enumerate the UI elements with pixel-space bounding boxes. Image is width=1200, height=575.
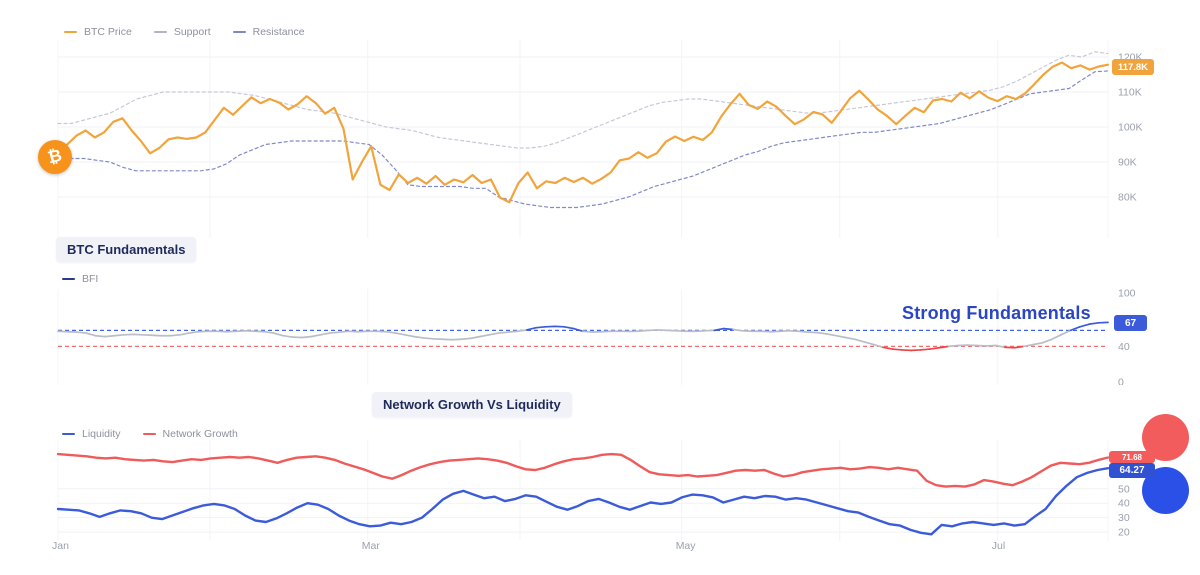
network-growth-value-badge: 71.68 xyxy=(1109,451,1155,463)
svg-text:50: 50 xyxy=(1118,483,1130,495)
strong-fundamentals-annotation: Strong Fundamentals xyxy=(902,303,1091,324)
growth-liquidity-chart: 50 40 30 20 Jan Mar May Jul xyxy=(52,440,1130,552)
svg-text:90K: 90K xyxy=(1118,157,1137,169)
svg-text:80K: 80K xyxy=(1118,192,1137,204)
network-growth-line-swatch xyxy=(142,433,156,435)
legend-item-network-growth[interactable]: Network Growth xyxy=(142,428,238,440)
btc-price-line-swatch xyxy=(64,31,77,33)
svg-text:Jan: Jan xyxy=(52,540,69,552)
support-line-swatch xyxy=(153,31,167,33)
legend-label: BFI xyxy=(82,273,99,285)
growth-liquidity-section-title: Network Growth Vs Liquidity xyxy=(372,392,572,417)
fundamentals-section-title: BTC Fundamentals xyxy=(56,237,197,262)
svg-text:100K: 100K xyxy=(1118,122,1143,134)
liquidity-value: 64.27 xyxy=(1119,465,1145,476)
legend-label: BTC Price xyxy=(84,26,132,38)
bitcoin-icon: ₿ xyxy=(38,140,72,174)
btc-price-value: 117.8K xyxy=(1117,61,1149,73)
bfi-legend: BFI xyxy=(62,273,98,285)
svg-text:Jul: Jul xyxy=(992,540,1005,552)
btc-price-legend: BTC Price Support Resistance xyxy=(64,26,305,38)
liquidity-value-badge: 64.27 xyxy=(1109,463,1155,478)
bitcoin-glyph: ₿ xyxy=(45,145,64,168)
legend-label: Network Growth xyxy=(162,428,238,440)
legend-item-btc-price[interactable]: BTC Price xyxy=(64,26,132,38)
legend-label: Resistance xyxy=(252,26,305,38)
legend-item-liquidity[interactable]: Liquidity xyxy=(62,428,121,440)
bfi-line-swatch xyxy=(62,278,75,280)
fundamentals-title-text: BTC Fundamentals xyxy=(67,242,186,257)
liquidity-line-swatch xyxy=(62,433,75,435)
legend-label: Liquidity xyxy=(82,428,121,440)
svg-text:0: 0 xyxy=(1118,377,1124,386)
legend-label: Support xyxy=(173,26,211,38)
svg-text:May: May xyxy=(676,540,697,552)
bfi-value-badge: 67 xyxy=(1114,315,1147,331)
bfi-value: 67 xyxy=(1124,317,1137,329)
svg-text:40: 40 xyxy=(1118,498,1130,510)
btc-price-value-badge: 117.8K xyxy=(1112,59,1154,75)
resistance-line-swatch xyxy=(232,31,246,33)
growth-liquidity-legend: Liquidity Network Growth xyxy=(62,428,238,440)
svg-text:Mar: Mar xyxy=(362,540,381,552)
svg-text:20: 20 xyxy=(1118,527,1130,539)
svg-text:100: 100 xyxy=(1118,288,1136,300)
svg-text:40: 40 xyxy=(1118,341,1130,353)
svg-text:110K: 110K xyxy=(1118,87,1142,99)
strong-fundamentals-text: Strong Fundamentals xyxy=(902,303,1091,323)
legend-item-bfi[interactable]: BFI xyxy=(62,273,98,285)
legend-item-resistance[interactable]: Resistance xyxy=(232,26,305,38)
bfi-chart: 100 40 0 xyxy=(57,288,1136,386)
growth-liquidity-title-text: Network Growth Vs Liquidity xyxy=(383,397,561,412)
network-growth-value: 71.68 xyxy=(1121,452,1143,462)
svg-text:30: 30 xyxy=(1118,512,1130,524)
legend-item-support[interactable]: Support xyxy=(153,26,211,38)
